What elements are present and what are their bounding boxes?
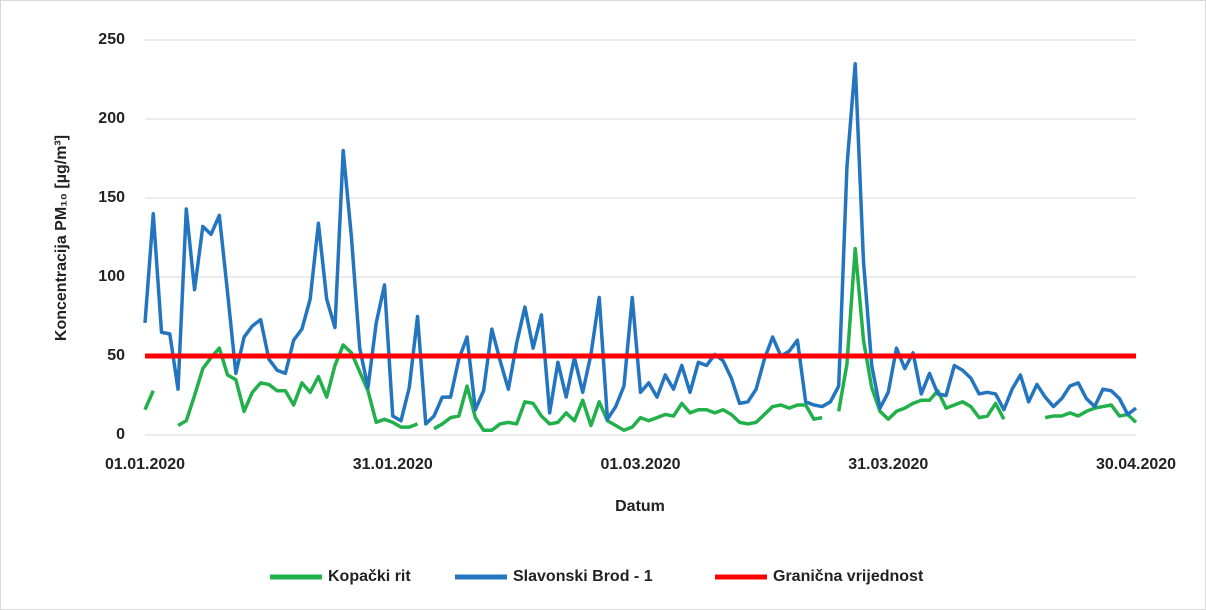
- y-tick-label: 50: [107, 347, 125, 364]
- series-line: [143, 246, 1138, 433]
- legend-label: Kopački rit: [328, 568, 411, 585]
- y-axis-label: Koncentracija PM₁₀ [µg/m³]: [53, 135, 70, 341]
- x-tick-label: 30.04.2020: [1096, 456, 1176, 473]
- x-tick-label: 01.03.2020: [600, 456, 680, 473]
- y-tick-label: 100: [98, 268, 125, 285]
- legend-label: Granična vrijednost: [773, 568, 924, 585]
- y-tick-label: 250: [98, 31, 125, 48]
- y-tick-label: 0: [116, 426, 125, 443]
- x-tick-label: 31.03.2020: [848, 456, 928, 473]
- x-tick-label: 31.01.2020: [353, 456, 433, 473]
- y-tick-label: 200: [98, 110, 125, 127]
- series-line: [143, 61, 1138, 426]
- legend-label: Slavonski Brod - 1: [513, 568, 653, 585]
- y-tick-label: 150: [98, 189, 125, 206]
- x-axis-label: Datum: [615, 498, 665, 515]
- x-tick-label: 01.01.2020: [105, 456, 185, 473]
